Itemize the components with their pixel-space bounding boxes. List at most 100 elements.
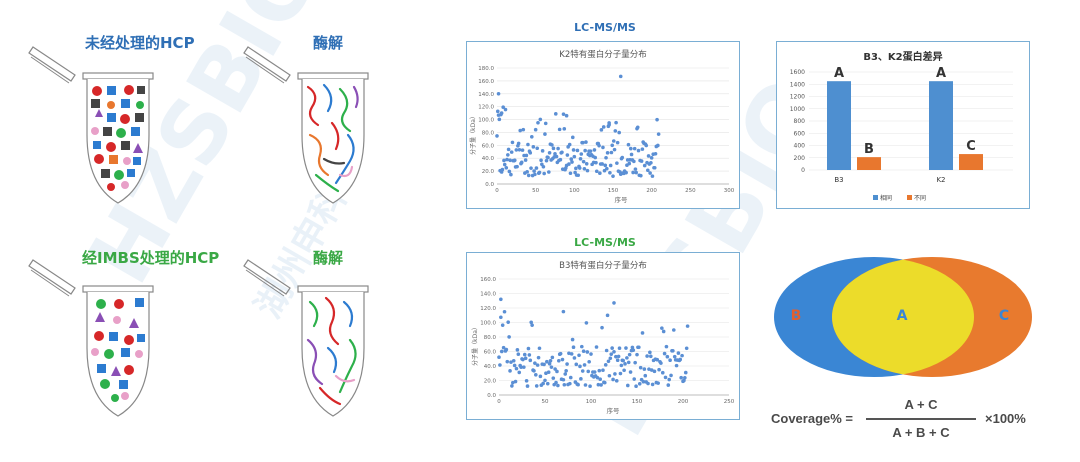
data-point	[560, 357, 565, 362]
x-tick-label: 0	[497, 399, 501, 405]
data-point	[500, 167, 505, 172]
k2-y-axis-label: 分子量（kDa）	[469, 113, 477, 155]
legend-label: 不同	[914, 195, 926, 202]
data-point	[631, 170, 635, 175]
data-point	[599, 128, 604, 132]
data-point	[500, 323, 505, 327]
data-point	[561, 309, 566, 314]
data-point	[554, 154, 559, 159]
data-point	[609, 150, 614, 155]
data-point	[571, 345, 576, 349]
data-point	[607, 122, 611, 127]
data-point	[601, 145, 605, 150]
data-point	[534, 166, 539, 170]
data-point	[580, 344, 584, 349]
data-point	[617, 130, 621, 135]
data-point	[575, 148, 580, 153]
data-point	[578, 364, 582, 369]
data-point	[582, 363, 587, 367]
data-point	[628, 370, 633, 374]
data-point	[525, 384, 530, 388]
data-point	[652, 369, 657, 374]
data-point	[546, 370, 551, 375]
data-point	[528, 151, 533, 155]
data-point	[553, 112, 558, 116]
data-point	[514, 148, 519, 152]
data-point	[545, 359, 549, 364]
k2-scatter-chart: K2特有蛋白分子量分布 分子量（kDa） 序号 0.0 20.0 40.0 60.0 8…	[466, 41, 740, 209]
y-tick-label: 60.0	[482, 143, 495, 149]
x-tick-label: 100	[586, 399, 597, 405]
data-point	[529, 320, 533, 325]
imbs-tube	[28, 259, 154, 417]
data-point	[608, 170, 612, 175]
data-point	[624, 346, 628, 350]
data-point	[499, 111, 504, 115]
y-tick-label: 140.0	[480, 292, 496, 298]
data-point	[583, 383, 588, 387]
data-point	[636, 148, 641, 153]
data-point	[671, 349, 675, 353]
data-point	[612, 301, 616, 305]
data-point	[534, 372, 538, 377]
data-point	[550, 355, 555, 360]
data-point	[614, 379, 619, 383]
data-point	[585, 350, 590, 354]
y-tick-label: 60.0	[484, 350, 497, 356]
data-point	[680, 353, 684, 358]
data-point	[560, 150, 564, 155]
bar-data-label: B	[864, 142, 874, 157]
x-tick-label: 200	[646, 188, 657, 194]
data-point	[573, 170, 577, 175]
bar-data-label: C	[966, 139, 976, 154]
data-point	[592, 370, 597, 374]
data-point	[674, 363, 679, 368]
data-point	[632, 159, 636, 164]
y-tick-label: 100.0	[478, 118, 494, 124]
y-tick-label: 40.0	[484, 364, 497, 370]
data-point	[605, 151, 610, 155]
data-point	[562, 382, 567, 387]
data-point	[603, 163, 608, 168]
data-point	[568, 171, 573, 176]
data-point	[517, 147, 522, 152]
y-tick-label: 120.0	[480, 306, 496, 312]
data-point	[655, 357, 660, 362]
data-point	[661, 329, 666, 334]
data-point	[625, 356, 629, 360]
data-point	[541, 381, 545, 386]
data-point	[572, 154, 577, 159]
data-point	[664, 344, 669, 349]
data-point	[533, 127, 538, 132]
data-point	[618, 74, 623, 79]
data-point	[538, 374, 543, 379]
data-point	[546, 155, 550, 160]
x-tick-label: 250	[685, 188, 696, 194]
bar-y-tick-label: 800	[794, 118, 806, 125]
data-point	[637, 382, 642, 386]
data-point	[561, 112, 566, 116]
data-point	[534, 384, 539, 388]
data-point	[574, 362, 579, 367]
hcp-particles	[91, 85, 145, 191]
data-point	[629, 152, 634, 157]
data-point	[516, 352, 521, 357]
legend-swatch	[907, 195, 912, 200]
data-point	[529, 166, 533, 170]
y-tick-label: 40.0	[482, 156, 495, 162]
bar-category-label: K2	[936, 176, 945, 184]
data-point	[502, 309, 507, 314]
y-tick-label: 20.0	[484, 379, 497, 385]
data-point	[656, 143, 660, 148]
data-point	[533, 361, 537, 365]
data-point	[627, 352, 632, 357]
data-point	[596, 382, 601, 387]
data-point	[621, 358, 625, 363]
data-point	[588, 149, 593, 153]
data-point	[604, 155, 608, 160]
data-point	[497, 355, 501, 360]
data-point	[536, 355, 541, 360]
data-point	[499, 315, 503, 320]
data-point	[539, 158, 543, 163]
data-point	[511, 380, 515, 385]
